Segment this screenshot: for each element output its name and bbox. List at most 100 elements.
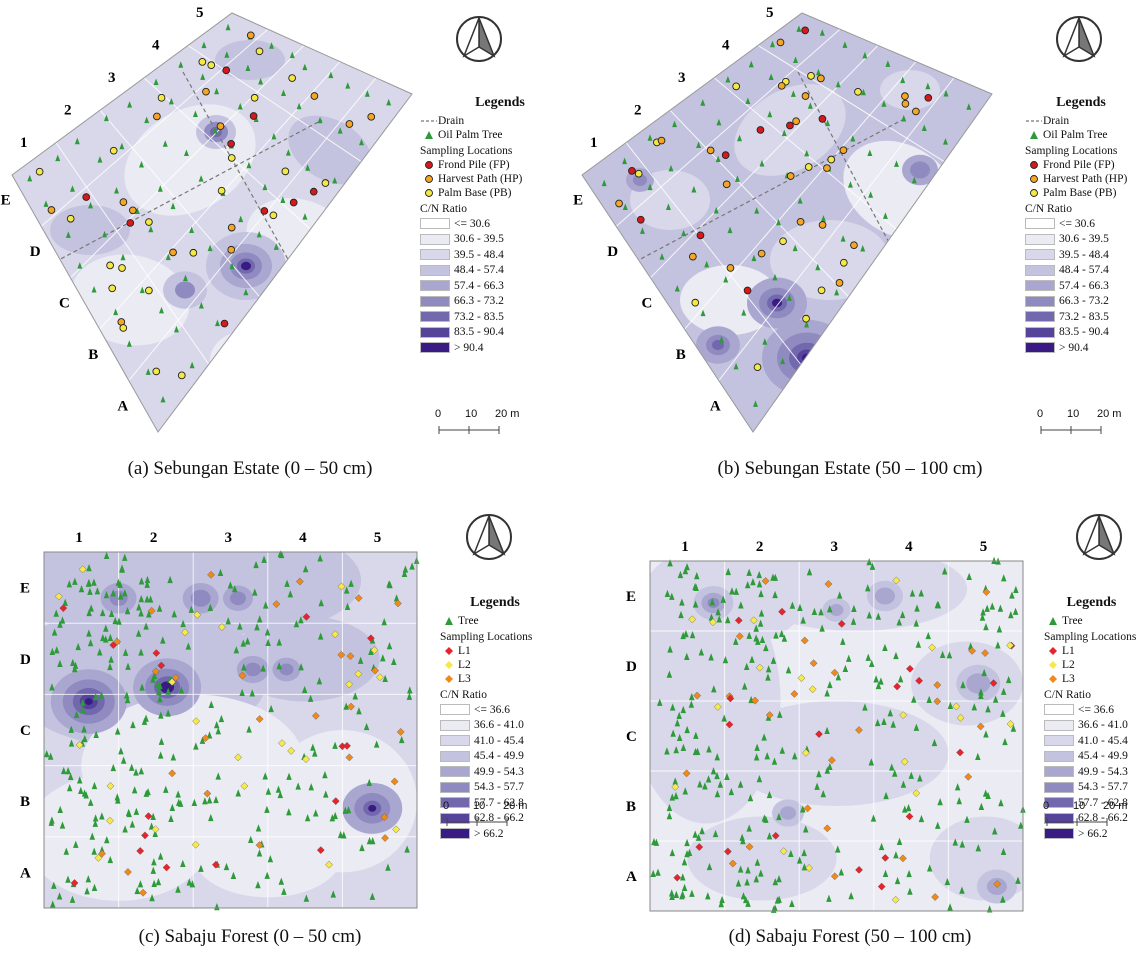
column-label: 2	[756, 539, 764, 555]
tree-icon	[714, 771, 720, 780]
tree-icon	[754, 858, 761, 866]
tree-icon	[258, 77, 264, 85]
tree-icon	[119, 564, 125, 572]
grid-line	[40, 28, 269, 227]
tree-icon	[63, 847, 70, 855]
tree-icon	[788, 849, 794, 857]
sampling-point	[722, 180, 731, 189]
tree-icon	[778, 629, 785, 638]
tree-icon	[878, 842, 885, 851]
tree-icon	[103, 114, 109, 122]
tree-icon	[227, 581, 234, 589]
legend-swatch	[1025, 311, 1055, 323]
sampling-point	[316, 846, 325, 854]
tree-icon	[66, 784, 73, 792]
sampling-point	[211, 860, 220, 869]
tree-icon	[100, 633, 106, 642]
legend-class: 49.9 - 54.3	[1044, 764, 1139, 780]
map-panel-c: 1 2 3 4 5 E D C B A Legends Tree Sampling Locations…	[0, 490, 570, 961]
tree-icon	[947, 903, 953, 911]
tree-icon	[850, 617, 857, 625]
tree-icon	[122, 825, 128, 833]
tree-icon	[666, 803, 673, 812]
sampling-point	[331, 630, 339, 639]
sampling-point	[817, 74, 825, 83]
sampling-point	[892, 576, 901, 585]
tree-icon	[737, 865, 744, 873]
tree-icon	[345, 82, 351, 89]
tree-icon	[103, 591, 110, 599]
sampling-point	[755, 663, 764, 672]
contour-zone	[291, 287, 309, 303]
tree-icon	[107, 855, 114, 864]
tree-icon	[679, 598, 685, 606]
tree-icon	[781, 634, 788, 642]
tree-icon	[147, 595, 154, 603]
sampling-point	[839, 258, 848, 267]
legend-swatch	[440, 781, 470, 793]
tree-icon	[684, 562, 690, 571]
tree-icon	[676, 711, 682, 719]
tree-icon	[80, 705, 86, 714]
tree-icon	[55, 154, 61, 162]
tree-icon	[819, 624, 825, 632]
sampling-point	[171, 673, 180, 682]
sampling-point	[94, 854, 103, 862]
sampling-point	[779, 237, 787, 246]
contour-zone	[244, 662, 261, 677]
sampling-point	[802, 748, 810, 757]
tree-icon	[202, 797, 208, 805]
tree-icon	[225, 23, 231, 31]
tree-icon	[761, 733, 767, 741]
row-label: B	[20, 794, 30, 810]
tree-icon	[836, 591, 843, 599]
tree-icon	[1010, 724, 1017, 732]
legend-class-label: 54.3 - 57.7	[474, 781, 524, 794]
tree-icon	[692, 747, 699, 756]
tree-icon	[122, 589, 128, 597]
tree-icon	[653, 838, 660, 846]
tree-icon	[917, 774, 923, 782]
tree-icon	[770, 40, 775, 48]
row-label: B	[676, 347, 686, 363]
legend-class: 57.4 - 66.3	[1025, 278, 1137, 294]
tree-icon	[745, 97, 751, 104]
sampling-point	[345, 120, 354, 128]
tree-icon	[57, 805, 63, 813]
tree-icon	[1013, 585, 1019, 593]
sampling-marker-icon	[1044, 674, 1062, 684]
sampling-point	[347, 702, 355, 711]
tree-icon	[715, 155, 721, 163]
tree-icon	[302, 213, 308, 220]
tree-icon	[277, 790, 284, 799]
tree-icon	[800, 805, 806, 813]
tree-icon	[178, 686, 185, 694]
tree-icon	[964, 815, 970, 823]
tree-icon	[286, 772, 292, 780]
tree-icon	[91, 578, 97, 586]
tree-icon	[656, 698, 663, 706]
tree-icon	[49, 683, 55, 691]
tree-icon	[669, 793, 676, 801]
legend: Legends Tree Sampling Locations L1 L2 L3 C/N R…	[440, 596, 550, 842]
row-label: E	[1, 193, 11, 209]
map-sabaju-50-100: 1 2 3 4 5 E D C B A	[626, 539, 1026, 913]
sampling-point	[893, 682, 901, 691]
tree-icon	[225, 617, 231, 625]
legend-sampling-label: L2	[458, 659, 471, 671]
row-label: B	[626, 799, 636, 815]
tree-icon	[296, 102, 302, 110]
sampling-point	[75, 741, 84, 749]
tree-icon	[402, 565, 409, 573]
tree-icon	[91, 285, 97, 293]
tree-icon	[816, 769, 822, 778]
legend-swatch	[1025, 295, 1055, 307]
legend-swatch	[1044, 828, 1074, 840]
tree-icon	[107, 633, 114, 641]
tree-icon	[322, 771, 328, 779]
tree-icon	[199, 736, 206, 744]
tree-icon	[875, 612, 882, 620]
tree-icon	[891, 769, 898, 777]
legend-swatch	[440, 750, 470, 762]
tree-icon	[698, 648, 705, 656]
